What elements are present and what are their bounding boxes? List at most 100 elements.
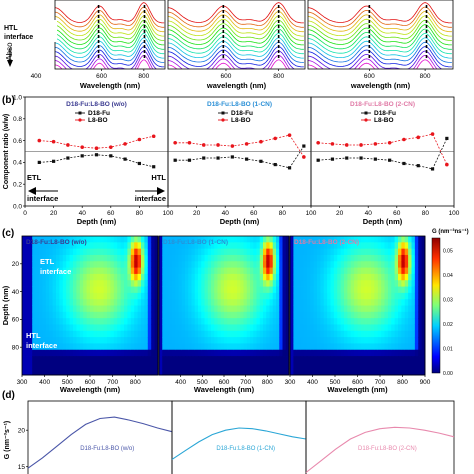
heatmap-cell — [360, 254, 365, 262]
heatmap-cell — [237, 356, 241, 363]
heatmap-cell — [259, 273, 264, 281]
heatmap-cell — [243, 330, 248, 338]
heatmap-cell — [313, 248, 318, 256]
heatmap-cell — [377, 280, 382, 287]
heatmap-cell — [377, 286, 382, 294]
heatmap-cell — [227, 368, 231, 376]
heatmap-cell — [364, 349, 369, 357]
heatmap-cell — [418, 318, 423, 325]
heatmap-cell — [230, 330, 235, 338]
heatmap-cell — [113, 273, 118, 281]
heatmap-cell — [347, 324, 352, 332]
heatmap-cell — [243, 311, 248, 319]
heatmap-cell — [28, 362, 33, 370]
heatmap-cell — [230, 337, 235, 344]
heatmap-cell — [250, 254, 254, 262]
heatmap-cell — [276, 349, 280, 357]
heatmap-cell — [90, 299, 94, 306]
heatmap-cell — [188, 362, 192, 370]
heatmap-cell — [384, 267, 389, 275]
heatmap-cell — [259, 337, 264, 344]
heatmap-cell — [76, 311, 81, 319]
heatmap-cell — [69, 337, 74, 344]
heatmap-cell — [408, 311, 412, 319]
heatmap-cell — [374, 311, 379, 319]
heatmap-cell — [62, 286, 67, 294]
heatmap-cell — [127, 248, 132, 256]
heatmap-cell — [134, 261, 138, 268]
heatmap-cell — [414, 299, 419, 306]
heatmap-cell — [330, 261, 335, 268]
heatmap-cell — [188, 368, 192, 376]
heatmap-cell — [404, 292, 409, 300]
heatmap-cell — [159, 368, 163, 376]
heatmap-cell — [310, 242, 315, 250]
heatmap-cell — [306, 267, 311, 275]
heatmap-cell — [49, 248, 53, 256]
heatmap-cell — [165, 267, 170, 275]
heatmap-cell — [408, 343, 412, 351]
heatmap-cell — [285, 248, 290, 256]
heatmap-cell — [147, 286, 152, 294]
heatmap-cell — [49, 305, 53, 313]
heatmap-cell — [303, 299, 308, 306]
heatmap-cell — [377, 236, 382, 243]
heatmap-cell — [333, 292, 338, 300]
heatmap-cell — [384, 286, 389, 294]
heatmap-cell — [59, 280, 64, 287]
heatmap-cell — [233, 343, 238, 351]
heatmap-cell — [381, 299, 385, 306]
heatmap-cell — [90, 261, 94, 268]
heatmap-cell — [404, 267, 409, 275]
heatmap-cell — [272, 356, 277, 363]
heatmap-cell — [52, 349, 57, 357]
heatmap-cell — [404, 349, 409, 357]
heatmap-cell — [110, 311, 115, 319]
heatmap-cell — [243, 273, 248, 281]
heatmap-cell — [250, 273, 254, 281]
heatmap-cell — [100, 349, 104, 357]
heatmap-cell — [381, 280, 385, 287]
heatmap-cell — [185, 242, 189, 250]
heatmap-cell — [188, 343, 192, 351]
heatmap-cell — [124, 292, 128, 300]
heatmap-cell — [350, 267, 355, 275]
heatmap-cell — [320, 330, 325, 338]
heatmap-cell — [191, 318, 196, 325]
heatmap-cell — [32, 280, 36, 287]
heatmap-cell — [45, 356, 50, 363]
data-point-circle — [445, 162, 449, 167]
heatmap-cell — [411, 280, 416, 287]
heatmap-cell — [151, 261, 155, 268]
heatmap-cell — [367, 324, 372, 332]
heatmap-cell — [350, 356, 355, 363]
heatmap-cell — [418, 292, 423, 300]
heatmap-cell — [230, 261, 235, 268]
heatmap-cell — [103, 248, 108, 256]
heatmap-cell — [374, 242, 379, 250]
heatmap-cell — [233, 254, 238, 262]
panel-c-x-tick-label: 300 — [285, 379, 296, 386]
panel-a-x-axis-label: wavelength (nm) — [350, 81, 411, 90]
heatmap-cell — [172, 254, 176, 262]
heatmap-cell — [175, 330, 179, 338]
heatmap-cell — [418, 362, 423, 370]
heatmap-cell — [103, 343, 108, 351]
heatmap-cell — [175, 362, 179, 370]
heatmap-cell — [45, 349, 50, 357]
heatmap-cell — [371, 362, 375, 370]
heatmap-cell — [360, 280, 365, 287]
heatmap-cell — [323, 305, 328, 313]
heatmap-cell — [154, 273, 159, 281]
heatmap-cell — [327, 318, 331, 325]
heatmap-cell — [279, 242, 283, 250]
heatmap-cell — [303, 349, 308, 357]
heatmap-cell — [86, 280, 91, 287]
heatmap-cell — [79, 242, 84, 250]
heatmap-cell — [296, 349, 301, 357]
heatmap-cell — [25, 337, 30, 344]
heatmap-cell — [69, 330, 74, 338]
heatmap-cell — [147, 280, 152, 287]
